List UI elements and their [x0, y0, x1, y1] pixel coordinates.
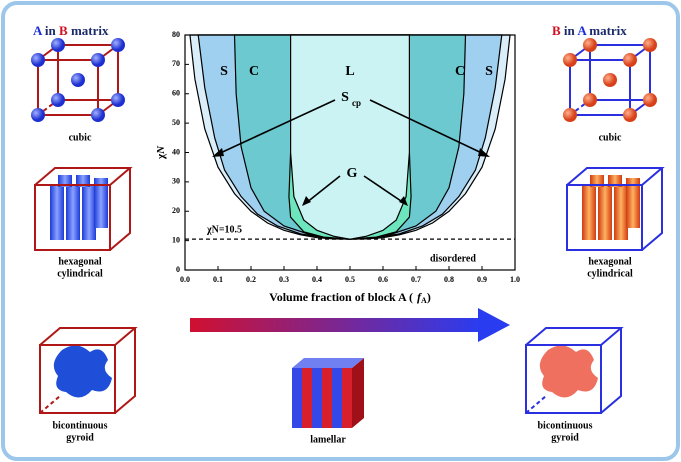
gyroid-label: bicontinuous: [52, 420, 107, 431]
label-s: S: [220, 64, 228, 79]
y-tick-label: 30: [172, 177, 180, 186]
label-scp-sub: cp: [352, 98, 361, 108]
label-scp: S: [341, 90, 349, 105]
y-label-n: N: [155, 145, 167, 155]
b: B: [59, 23, 68, 38]
x-tick-label: 0.5: [345, 275, 355, 284]
x-tick-label: 0.8: [444, 275, 454, 284]
x-tick-label: 0.6: [378, 275, 388, 284]
y-tick-label: 80: [172, 30, 180, 39]
label-disordered: disordered: [430, 253, 476, 264]
matrix: matrix: [71, 23, 109, 38]
figure: χN=10.5 0 10 20 30 40 50 60 70 80 0.0 0.1 0.2 0.3 0.4 0…: [0, 0, 681, 462]
x-label-close: ): [427, 290, 431, 304]
matrix: matrix: [589, 23, 627, 38]
cubic-label: cubic: [69, 132, 92, 143]
in: in: [45, 23, 57, 38]
x-tick-label: 0.2: [246, 275, 256, 284]
cubic-label: cubic: [599, 132, 622, 143]
b: B: [552, 23, 561, 38]
hex-label: cylindrical: [57, 268, 103, 279]
y-tick-label: 40: [172, 147, 180, 156]
y-axis-label: χN: [155, 145, 167, 160]
hex-label: hexagonal: [58, 256, 102, 267]
x-tick-label: 0.1: [213, 275, 223, 284]
label-g: G: [347, 166, 358, 181]
label-c: C: [455, 64, 465, 79]
x-tick-label: 1.0: [510, 275, 520, 284]
a: A: [577, 23, 587, 38]
gyroid-label: bicontinuous: [537, 420, 592, 431]
y-tick-label: 60: [172, 89, 180, 98]
label-c: C: [249, 64, 259, 79]
y-tick-label: 50: [172, 118, 180, 127]
x-tick-label: 0.0: [180, 275, 190, 284]
gyroid-label: gyroid: [66, 432, 94, 443]
x-tick-label: 0.9: [477, 275, 487, 284]
reference-label: χN=10.5: [206, 224, 242, 235]
x-label-text: Volume fraction of block A (: [269, 290, 413, 304]
x-tick-label: 0.3: [279, 275, 289, 284]
a: A: [33, 23, 43, 38]
x-tick-label: 0.7: [411, 275, 421, 284]
y-tick-label: 0: [176, 265, 180, 274]
left-title: A in B matrix: [33, 23, 109, 38]
x-tick-label: 0.4: [312, 275, 322, 284]
in: in: [564, 23, 576, 38]
label-s: S: [485, 64, 493, 79]
y-tick-label: 70: [172, 59, 180, 68]
right-title: B in A matrix: [552, 23, 627, 38]
y-tick-label: 20: [172, 206, 180, 215]
lamellar-block: [292, 358, 364, 428]
lamellar-label: lamellar: [310, 434, 346, 445]
label-l: L: [345, 64, 354, 79]
y-tick-label: 10: [172, 235, 180, 244]
hex-label: cylindrical: [587, 268, 633, 279]
gyroid-label: gyroid: [551, 432, 579, 443]
hex-label: hexagonal: [588, 256, 632, 267]
x-axis-label: Volume fraction of block A (fA): [269, 290, 431, 305]
